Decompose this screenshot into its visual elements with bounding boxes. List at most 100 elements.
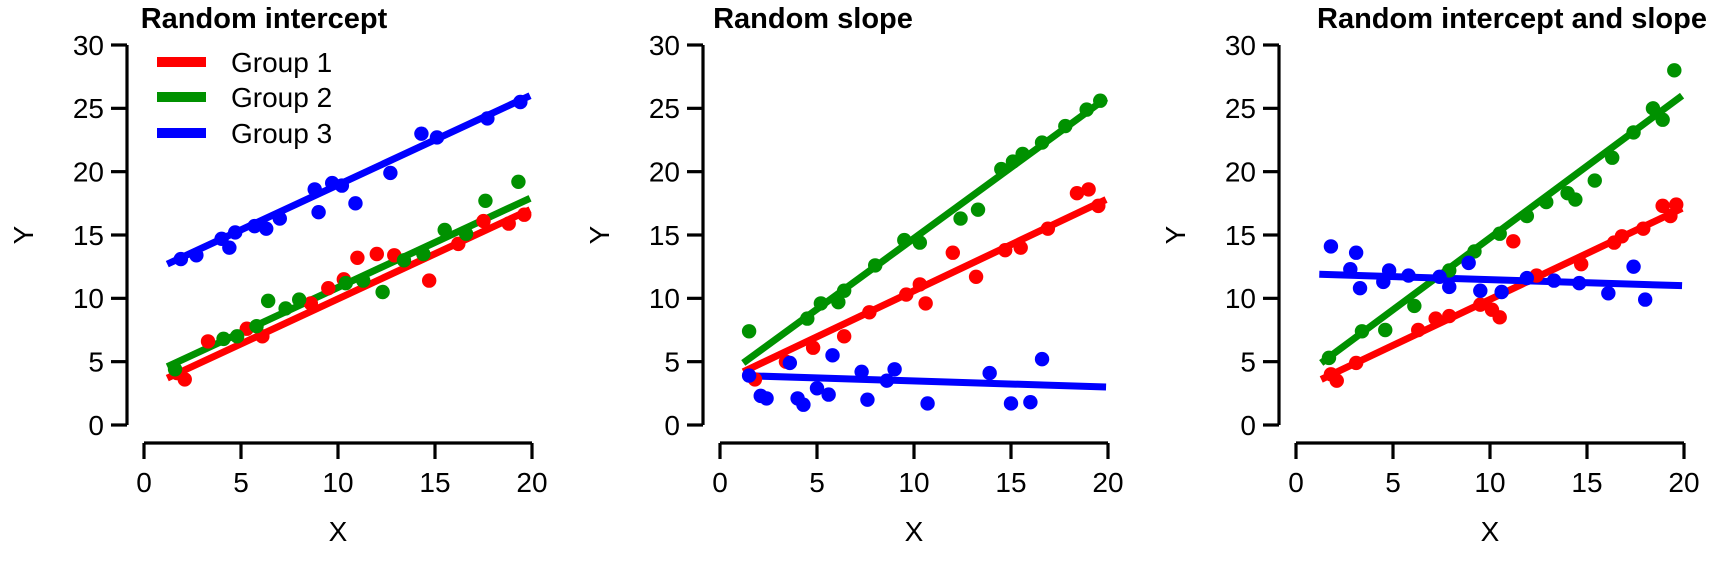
data-point-group-1 [997,242,1013,258]
y-tick-label: 20 [73,156,104,187]
data-point-group-1 [1091,198,1106,214]
legend-label-group-3: Group 3 [231,118,332,149]
data-point-group-3 [272,211,287,226]
data-point-group-2 [1034,135,1050,150]
data-point-group-3 [1461,255,1476,271]
x-tick-label: 20 [1092,467,1123,498]
data-point-group-1 [1573,256,1589,272]
data-point-group-3 [1003,396,1019,411]
x-tick-label: 15 [419,467,450,498]
data-point-group-2 [831,294,846,310]
y-axis-label: Y [8,225,39,244]
data-point-group-3 [348,196,363,211]
y-tick-label: 5 [1240,346,1256,377]
data-point-group-3 [796,397,811,412]
data-point-group-3 [259,221,274,236]
data-point-group-3 [1343,261,1358,277]
data-point-group-1 [1069,185,1085,201]
data-point-group-1 [1411,322,1426,338]
y-tick-label: 5 [88,346,104,377]
data-point-group-2 [953,211,968,226]
data-point-group-2 [868,258,883,273]
x-tick-label: 20 [1668,467,1699,498]
data-point-group-3 [334,178,350,193]
data-point-group-3 [1348,245,1364,260]
data-point-group-2 [1378,322,1393,338]
data-point-group-2 [260,293,276,309]
data-point-group-3 [825,348,840,363]
data-point-group-1 [1614,229,1630,244]
y-tick-label: 20 [1225,156,1256,187]
data-point-group-3 [982,365,997,381]
y-tick-label: 30 [649,30,680,61]
data-point-group-1 [836,329,852,344]
data-point-group-1 [177,372,192,387]
data-point-group-1 [321,280,336,296]
data-point-group-3 [307,182,322,197]
data-point-group-1 [517,207,532,222]
y-tick-label: 15 [649,220,680,251]
data-point-group-3 [1626,259,1641,274]
data-point-group-2 [478,193,493,208]
data-point-group-2 [1519,208,1535,224]
y-axis-label: Y [1160,225,1191,244]
data-point-group-2 [970,202,986,217]
data-point-group-2 [338,275,353,291]
panel-random-slope: Random slope 0 5 10 15 20 25 30 0 5 10 15 20 X Y [584,3,1124,547]
data-point-group-2 [416,246,431,262]
data-point-group-1 [1506,234,1521,249]
data-point-group-3 [1572,275,1587,291]
data-point-group-3 [480,111,495,126]
panel-random-intercept-and-slope: Random intercept and slope 0 5 10 15 20 25 30 0 5… [1160,3,1707,547]
data-point-group-1 [350,250,365,265]
data-point-group-3 [782,355,798,371]
y-tick-label: 10 [1225,283,1256,314]
data-point-group-2 [1321,350,1337,366]
data-point-group-1 [1473,297,1488,312]
data-point-group-3 [429,130,445,145]
fit-line-group-3 [743,372,1107,391]
y-tick-label: 30 [1225,30,1256,61]
fit-line-group-3 [1319,270,1683,290]
data-point-group-1 [912,277,928,292]
data-point-group-2 [1079,102,1094,117]
data-point-group-3 [1432,269,1447,284]
data-point-group-2 [1354,324,1370,339]
x-tick-label: 5 [809,467,825,498]
data-point-group-2 [1667,63,1682,78]
data-point-group-3 [1494,284,1509,300]
data-point-group-2 [1568,192,1583,207]
data-point-group-3 [227,225,243,240]
data-point-group-3 [1473,283,1488,298]
data-point-group-3 [1381,263,1397,278]
data-point-group-3 [1601,286,1616,301]
y-tick-label: 25 [73,93,104,124]
data-point-group-3 [1034,351,1050,367]
data-point-group-2 [1492,226,1507,241]
data-point-group-1 [369,246,384,262]
data-point-group-3 [513,94,528,110]
data-point-group-3 [189,248,204,263]
data-point-group-3 [1376,274,1391,290]
data-point-group-3 [1323,239,1339,254]
data-point-group-1 [303,296,319,311]
data-point-group-3 [759,391,774,406]
x-tick-label: 10 [898,467,929,498]
x-axis-label: X [1481,516,1500,547]
data-point-group-3 [311,204,326,220]
data-point-group-2 [1093,93,1108,108]
data-point-group-1 [1636,221,1651,236]
data-point-group-2 [1005,154,1021,169]
x-axis-label: X [329,516,348,547]
data-point-group-3 [821,387,836,402]
data-point-group-3 [879,373,895,388]
data-point-group-2 [396,253,412,268]
data-point-group-3 [383,165,398,181]
data-point-group-2 [1626,125,1641,140]
data-point-group-2 [1605,150,1620,165]
data-point-group-2 [836,283,852,298]
data-point-group-2 [249,318,264,334]
data-point-group-3 [414,126,429,141]
data-point-group-1 [476,213,491,229]
data-point-group-3 [741,368,757,383]
